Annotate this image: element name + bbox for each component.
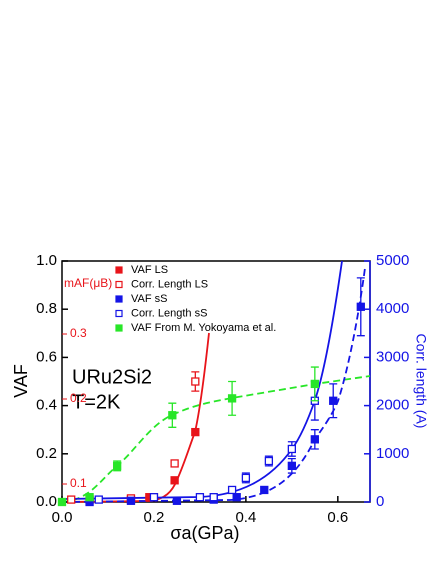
annotation: mAF(μB) <box>64 276 112 290</box>
marker <box>191 377 200 386</box>
x-tick-label: 0.0 <box>52 509 73 526</box>
legend-marker <box>115 324 123 332</box>
y2-tick-label: 3000 <box>376 348 409 365</box>
fit-curve <box>61 267 366 503</box>
x-tick-label: 0.4 <box>235 509 256 526</box>
x-tick-label: 0.2 <box>144 509 165 526</box>
x-axis-label: σa(GPa) <box>170 523 239 543</box>
m-tick-label: 0.3 <box>70 326 87 340</box>
y-tick-label: 0.2 <box>36 445 57 462</box>
x-tick-label: 0.6 <box>327 509 348 526</box>
y2-tick-label: 1000 <box>376 445 409 462</box>
marker <box>209 493 218 502</box>
legend-label: VAF From M. Yokoyama et al. <box>131 322 276 334</box>
marker <box>241 473 251 483</box>
annotation: URu2Si2 <box>72 366 152 388</box>
y-tick-label: 0.6 <box>36 348 57 365</box>
marker <box>310 379 319 389</box>
marker <box>287 461 297 471</box>
legend-marker <box>115 309 123 318</box>
marker <box>149 493 159 502</box>
y2-axis-label: Corr. length (A) <box>413 334 429 429</box>
y2-tick-label: 5000 <box>376 252 409 269</box>
legend-marker <box>115 280 123 289</box>
y2-tick-label: 2000 <box>376 397 409 414</box>
marker <box>310 435 319 444</box>
y-tick-label: 0.8 <box>36 300 57 317</box>
marker <box>227 394 237 403</box>
fit-curve <box>61 260 343 500</box>
y2-tick-label: 0 <box>376 493 384 510</box>
m-tick-label: 0.1 <box>70 476 87 490</box>
marker <box>329 396 338 405</box>
marker <box>172 496 182 505</box>
y-tick-label: 0.0 <box>36 493 57 510</box>
marker <box>260 485 269 495</box>
fit-curve <box>61 375 371 503</box>
legend-label: VAF sS <box>131 293 167 305</box>
marker <box>113 461 122 471</box>
annotation: T=2K <box>72 391 121 413</box>
marker <box>227 485 237 495</box>
marker <box>94 495 103 504</box>
legend-marker <box>115 295 123 303</box>
y-tick-label: 0.4 <box>36 397 57 414</box>
marker <box>170 476 179 485</box>
marker <box>170 459 179 468</box>
marker <box>168 411 177 420</box>
marker <box>232 493 241 502</box>
marker <box>264 456 274 466</box>
legend-label: Corr. Length sS <box>131 307 207 319</box>
y-axis-label: VAF <box>11 364 31 398</box>
fit-curve <box>61 332 210 503</box>
marker <box>85 493 94 502</box>
y2-tick-label: 4000 <box>376 300 409 317</box>
y-tick-label: 1.0 <box>36 252 57 269</box>
legend-label: VAF LS <box>131 264 168 276</box>
marker <box>356 302 365 311</box>
m-tick-label: 0.2 <box>70 391 87 405</box>
marker <box>191 427 200 437</box>
marker <box>195 493 205 502</box>
marker <box>57 497 67 507</box>
legend-marker <box>115 266 123 274</box>
marker <box>67 495 76 504</box>
marker <box>287 444 297 454</box>
marker <box>126 496 136 505</box>
legend-label: Corr. Length LS <box>131 278 208 290</box>
